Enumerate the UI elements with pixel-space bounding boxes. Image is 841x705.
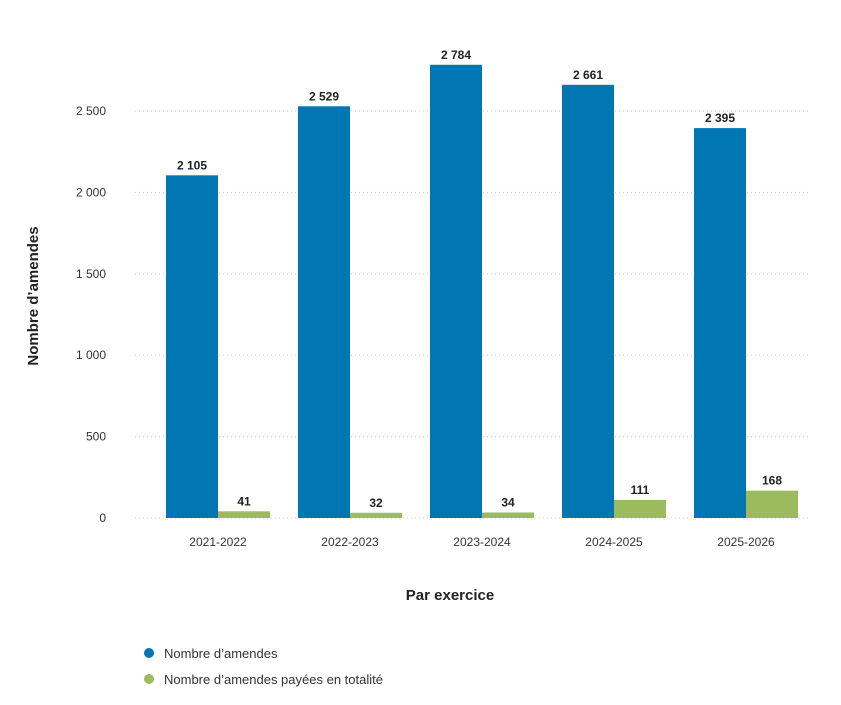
y-tick-label: 500 (86, 430, 106, 444)
y-tick-label: 1 000 (76, 348, 106, 362)
bar (562, 84, 614, 519)
x-axis-title: Par exercice (406, 587, 494, 604)
bar (482, 512, 534, 518)
y-tick-label: 0 (99, 511, 106, 525)
bar (746, 490, 798, 518)
x-axis-ticks: 2021-2022 2022-2023 2023-2024 2024-2025 2025… (189, 535, 775, 549)
x-tick-label: 2023-2024 (453, 535, 511, 549)
legend-label: Nombre d’amendes payées en totalité (164, 671, 383, 687)
y-axis-title: Nombre d’amendes (25, 226, 42, 365)
data-label: 2 529 (309, 89, 339, 103)
x-tick-label: 2024-2025 (585, 535, 643, 549)
y-tick-label: 1 500 (76, 267, 106, 281)
data-label: 34 (501, 495, 515, 509)
x-tick-label: 2025-2026 (717, 535, 775, 549)
bar (166, 175, 218, 518)
bar (350, 512, 402, 518)
legend-swatch-green (144, 674, 154, 684)
legend-item-amendes: Nombre d’amendes (144, 640, 383, 666)
data-label: 111 (631, 483, 650, 497)
y-axis-ticks: 0 500 1 000 1 500 2 000 2 500 (76, 104, 106, 525)
legend-swatch-blue (144, 648, 154, 658)
data-label: 168 (762, 474, 782, 488)
data-label: 2 661 (573, 68, 603, 82)
data-label: 32 (369, 496, 383, 510)
bar (694, 128, 746, 518)
y-tick-label: 2 500 (76, 104, 106, 118)
bars (166, 64, 798, 519)
legend: Nombre d’amendes Nombre d’amendes payées… (144, 640, 383, 692)
y-tick-label: 2 000 (76, 185, 106, 199)
legend-label: Nombre d’amendes (164, 645, 278, 661)
x-tick-label: 2022-2023 (321, 535, 379, 549)
data-label: 41 (237, 494, 251, 508)
bar (430, 64, 482, 518)
data-label: 2 395 (705, 111, 735, 125)
legend-item-payees: Nombre d’amendes payées en totalité (144, 666, 383, 692)
data-label: 2 784 (441, 48, 471, 62)
bar (614, 499, 666, 518)
data-labels: 2 105 41 2 529 32 2 784 34 2 661 111 2 395 168 (177, 48, 782, 510)
bar (298, 106, 350, 518)
data-label: 2 105 (177, 158, 207, 172)
bar (218, 511, 270, 518)
x-tick-label: 2021-2022 (189, 535, 247, 549)
